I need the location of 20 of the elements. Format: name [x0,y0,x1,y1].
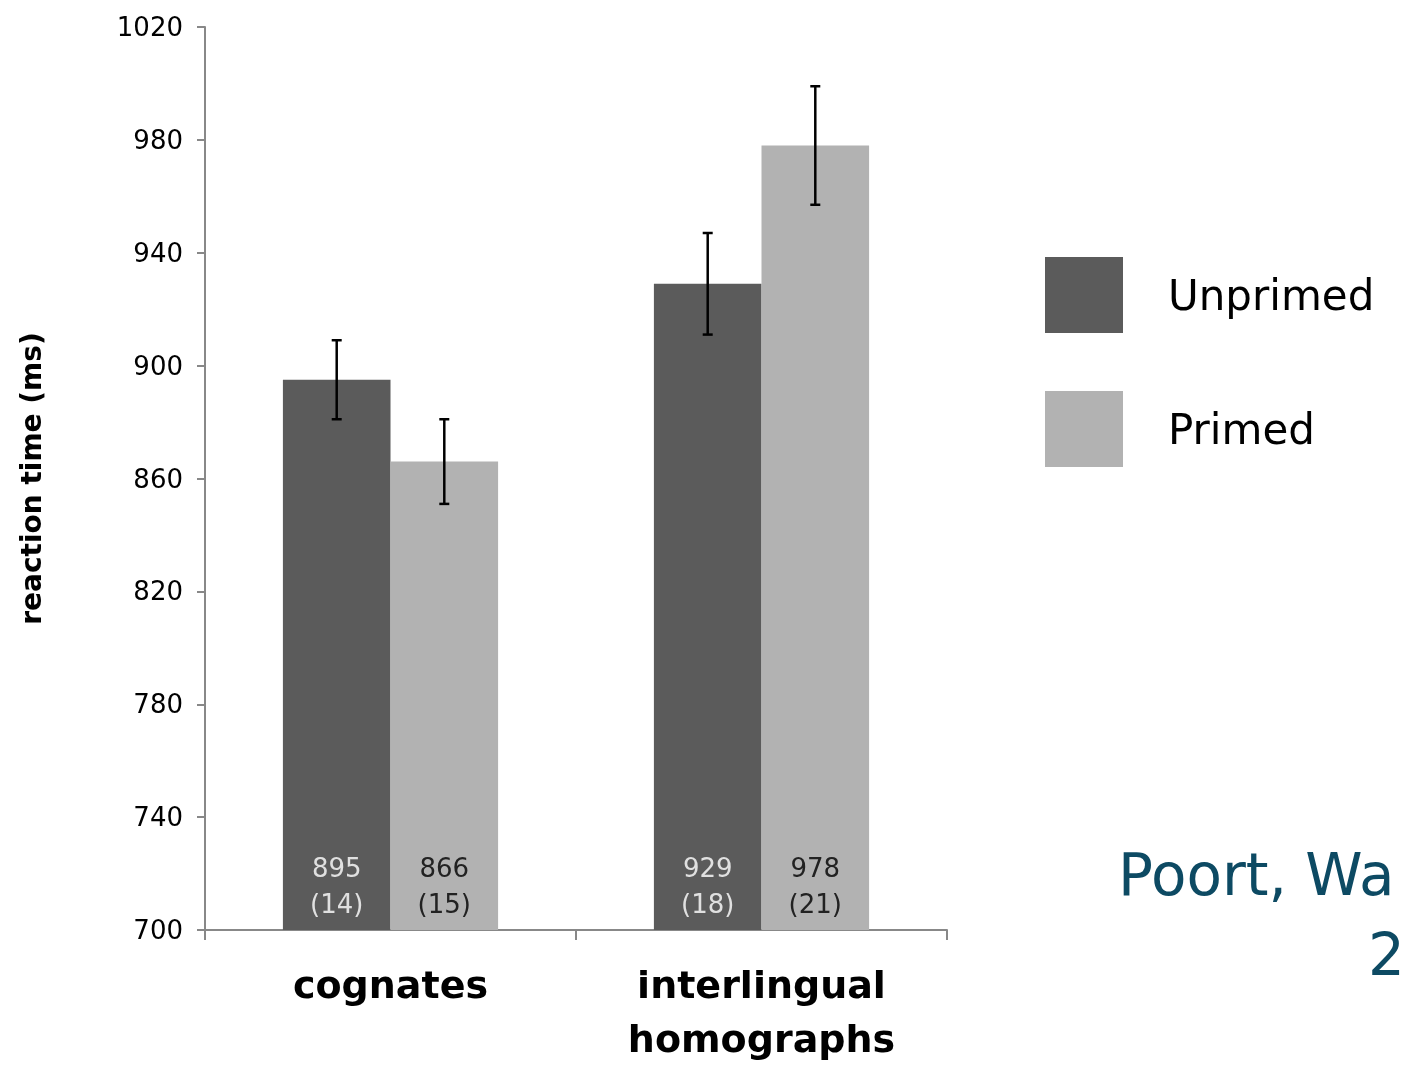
data-label: 866 (15) [417,853,471,919]
text: Poort, Wa [1118,841,1395,909]
y-tick-label: 860 [133,463,183,494]
x-tick-label: cognates [292,963,489,1007]
y-tick-label: 740 [133,802,183,833]
y-tick-label: 940 [133,237,183,268]
data-label: 929 (18) [681,853,735,919]
y-tick-label: 1020 [116,12,183,42]
text: 2 [1368,921,1405,989]
y-tick-label: 820 [133,576,183,607]
legend-label: Unprimed [1168,270,1375,320]
y-tick-label: 900 [133,350,183,381]
y-tick-label: 780 [133,689,183,720]
data-label: 895 (14) [310,853,364,919]
x-tick-label: interlingual homographs [627,963,896,1061]
y-tick-label: 980 [133,124,183,155]
data-label: 978 (21) [788,853,842,919]
y-tick-label: 700 [133,915,183,945]
legend-label: Primed [1168,404,1315,454]
y-axis-title: reaction time (ms) [14,332,48,625]
